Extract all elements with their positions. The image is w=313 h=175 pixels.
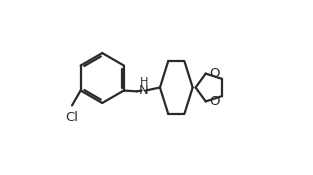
Text: N: N: [139, 84, 149, 97]
Text: H: H: [140, 77, 148, 88]
Text: Cl: Cl: [65, 111, 79, 124]
Text: O: O: [209, 67, 219, 80]
Text: O: O: [209, 95, 219, 108]
